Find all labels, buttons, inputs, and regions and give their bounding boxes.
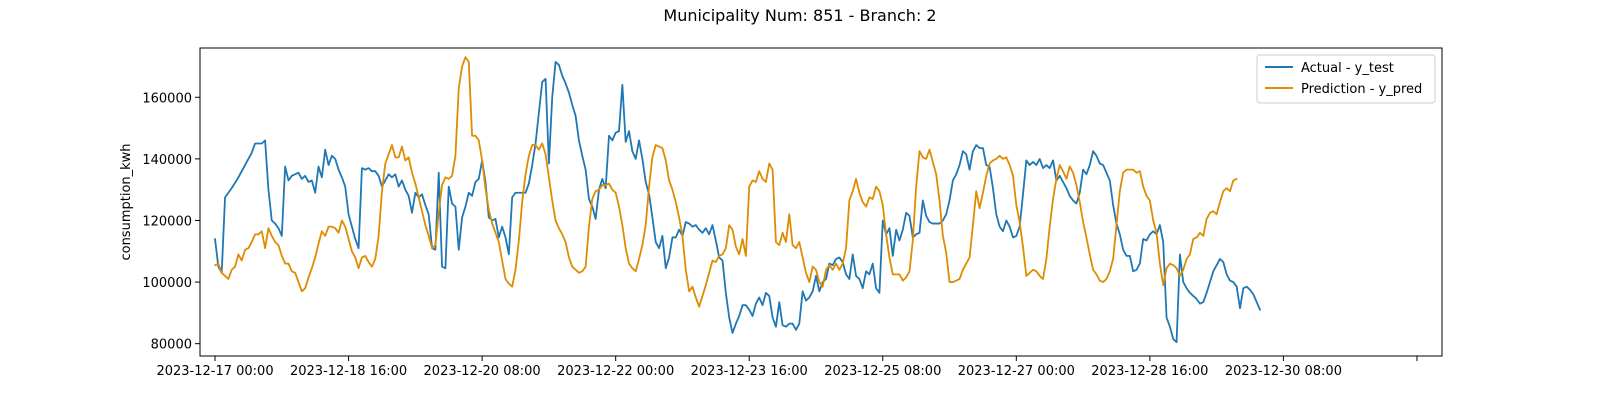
x-tick-label: 2023-12-28 16:00 <box>1091 364 1208 379</box>
y-tick-label: 120000 <box>142 214 192 229</box>
x-tick-label: 2023-12-22 00:00 <box>557 364 674 379</box>
x-tick-label: 2023-12-30 08:00 <box>1225 364 1342 379</box>
y-tick-label: 80000 <box>151 338 192 353</box>
x-tick-label: 2023-12-23 16:00 <box>691 364 808 379</box>
y-axis-label: consumption_kwh <box>119 143 134 260</box>
series-layer <box>214 56 1261 344</box>
legend-label-prediction: Prediction - y_pred <box>1301 82 1422 97</box>
x-tick-label: 2023-12-20 08:00 <box>424 364 541 379</box>
x-tick-label: 2023-12-27 00:00 <box>958 364 1075 379</box>
x-axis: 2023-12-17 00:00 2023-12-18 16:00 2023-12-… <box>156 356 1418 379</box>
y-tick-label: 160000 <box>142 91 192 106</box>
y-tick-label: 100000 <box>142 276 192 291</box>
y-tick-label: 140000 <box>142 153 192 168</box>
chart-title: Municipality Num: 851 - Branch: 2 <box>663 6 936 25</box>
legend-label-actual: Actual - y_test <box>1301 61 1394 76</box>
series-line-prediction <box>214 56 1238 308</box>
x-tick-label: 2023-12-18 16:00 <box>290 364 407 379</box>
x-tick-label: 2023-12-17 00:00 <box>156 364 273 379</box>
legend-box <box>1256 54 1436 104</box>
y-axis: 80000 100000 120000 140000 160000 <box>142 91 200 353</box>
series-line-actual <box>214 60 1261 344</box>
legend: Actual - y_test Prediction - y_pred <box>1256 54 1436 104</box>
x-tick-label: 2023-12-25 08:00 <box>824 364 941 379</box>
plot-area <box>199 47 1443 357</box>
